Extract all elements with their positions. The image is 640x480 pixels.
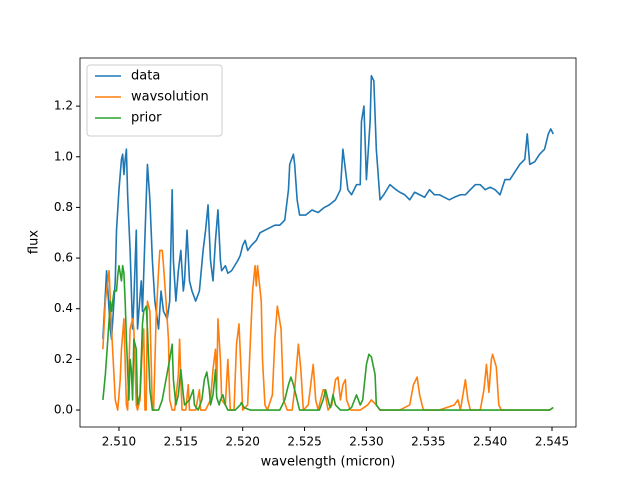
y-tick-label: 0.6 [54,251,73,265]
legend-label: wavsolution [131,90,209,105]
legend-label: data [131,69,160,84]
x-tick-label: 2.540 [473,435,507,449]
x-tick-label: 2.530 [349,435,383,449]
series-line [102,74,554,340]
x-tick-label: 2.515 [164,435,198,449]
plot-frame [79,57,577,428]
series-line [102,264,554,411]
x-tick-label: 2.510 [102,435,136,449]
y-axis-label: flux [27,230,42,254]
x-tick-label: 2.525 [287,435,321,449]
y-tick-label: 0.0 [54,403,73,417]
series-line [102,249,554,411]
x-axis-label: wavelength (micron) [261,455,396,470]
y-tick-label: 1.2 [54,99,73,113]
y-tick-label: 0.4 [54,301,73,315]
x-tick-label: 2.535 [411,435,445,449]
legend-label: prior [131,111,162,126]
y-tick-label: 1.0 [54,149,73,163]
x-tick-label: 2.545 [535,435,569,449]
x-tick-label: 2.520 [226,435,260,449]
y-tick-label: 0.8 [54,200,73,214]
y-tick-label: 0.2 [54,352,73,366]
